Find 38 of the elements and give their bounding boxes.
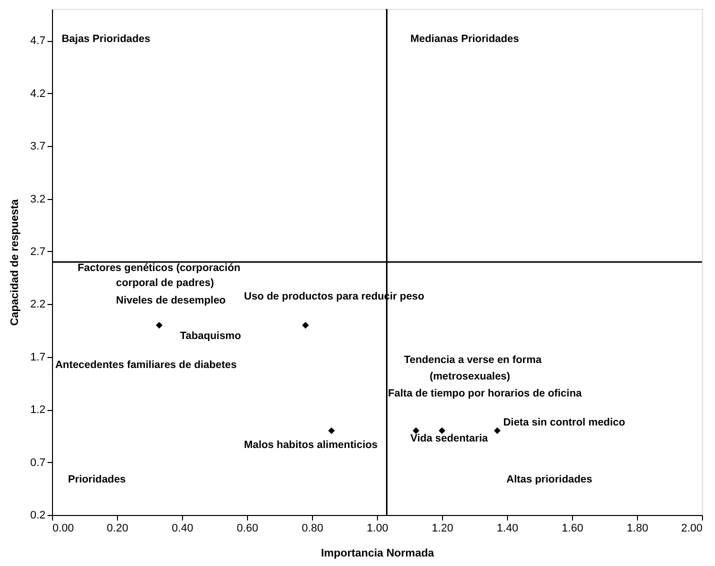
y-axis-title: Capacidad de respuesta [9, 198, 22, 326]
y-tick-label: 0.7 [30, 456, 46, 469]
annotation: Bajas Prioridades [62, 32, 150, 45]
annotation: Tabaquismo [180, 330, 242, 342]
y-tick-label: 1.2 [30, 404, 46, 416]
x-tick-label: 1.00 [366, 522, 388, 534]
y-tick-label: 0.2 [30, 510, 46, 522]
annotation: Medianas Prioridades [410, 32, 520, 45]
annotation: Altas prioridades [506, 474, 592, 486]
x-tick-label: 0.20 [106, 522, 128, 534]
annotation: Malos habitos alimenticios [244, 438, 378, 451]
annotation: Tendencia a verse en forma [404, 354, 542, 366]
x-axis-title: Importancia Normada [320, 548, 435, 560]
annotation: corporal de padres) [116, 276, 214, 289]
y-tick-label: 2.7 [30, 246, 46, 258]
y-tick-label: 3.7 [30, 140, 46, 153]
y-tick-label: 4.2 [30, 88, 46, 100]
annotation: Factores genéticos (corporación [78, 262, 240, 274]
x-tick-label: 0.00 [52, 522, 74, 534]
annotation: Prioridades [68, 474, 126, 486]
x-tick-label: 1.60 [562, 522, 584, 534]
x-tick-label: 2.00 [681, 522, 702, 534]
annotation: Falta de tiempo por horarios de oficina [388, 387, 582, 400]
y-tick-label: 1.7 [30, 351, 46, 364]
y-tick-label: 4.7 [30, 35, 46, 48]
annotation: Vida sedentaria [410, 432, 488, 444]
annotation: (metrosexuales) [430, 370, 510, 383]
annotation: Niveles de desempleo [116, 294, 226, 306]
x-tick-label: 1.80 [626, 522, 648, 534]
annotation: Dieta sin control medico [503, 416, 626, 428]
x-tick-label: 1.20 [432, 522, 454, 534]
y-tick-label: 3.2 [30, 193, 46, 206]
y-tick-label: 2.2 [30, 298, 46, 311]
annotation: Antecedentes familiares de diabetes [55, 359, 237, 372]
x-tick-label: 1.40 [496, 522, 518, 534]
x-tick-label: 0.60 [236, 522, 258, 534]
x-tick-label: 0.80 [302, 522, 324, 534]
x-tick-label: 0.40 [172, 522, 194, 534]
